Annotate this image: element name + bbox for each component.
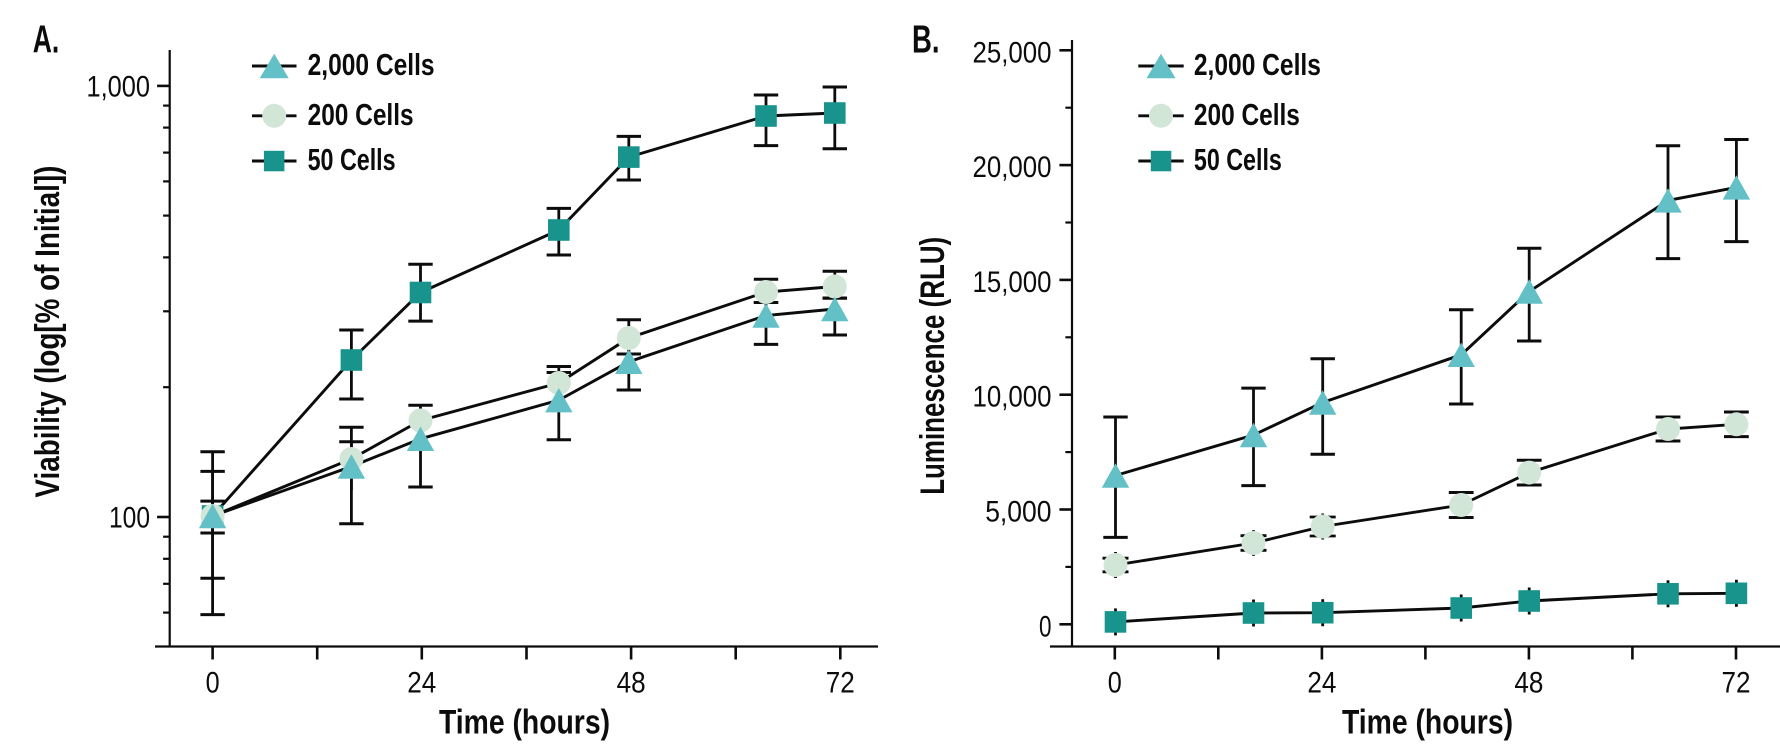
svg-text:2,000 Cells: 2,000 Cells [1194,47,1321,82]
svg-text:10,000: 10,000 [973,381,1052,414]
svg-text:50 Cells: 50 Cells [308,142,396,177]
svg-text:Luminescence (RLU): Luminescence (RLU) [914,237,952,495]
svg-text:0: 0 [1039,610,1052,643]
svg-text:A.: A. [33,19,60,62]
svg-text:B.: B. [912,19,940,62]
svg-text:2,000 Cells: 2,000 Cells [308,47,435,82]
svg-text:Time (hours): Time (hours) [1342,704,1513,742]
svg-text:Viability (log[% of Initial]): Viability (log[% of Initial]) [29,166,67,498]
svg-text:0: 0 [1108,667,1122,700]
svg-text:200 Cells: 200 Cells [308,97,414,132]
svg-text:24: 24 [1307,667,1336,700]
svg-text:48: 48 [1514,667,1543,700]
svg-text:25,000: 25,000 [973,36,1052,69]
svg-text:24: 24 [407,667,436,700]
svg-text:20,000: 20,000 [973,151,1052,184]
svg-text:Time (hours): Time (hours) [439,704,610,742]
svg-text:72: 72 [1722,667,1751,700]
svg-text:48: 48 [617,667,646,700]
svg-text:1,000: 1,000 [87,70,151,103]
svg-text:200 Cells: 200 Cells [1194,97,1300,132]
svg-text:5,000: 5,000 [985,496,1051,529]
svg-text:100: 100 [109,502,150,535]
svg-text:15,000: 15,000 [973,266,1052,299]
svg-text:50 Cells: 50 Cells [1194,142,1282,177]
svg-text:72: 72 [826,667,855,700]
svg-text:0: 0 [206,667,220,700]
